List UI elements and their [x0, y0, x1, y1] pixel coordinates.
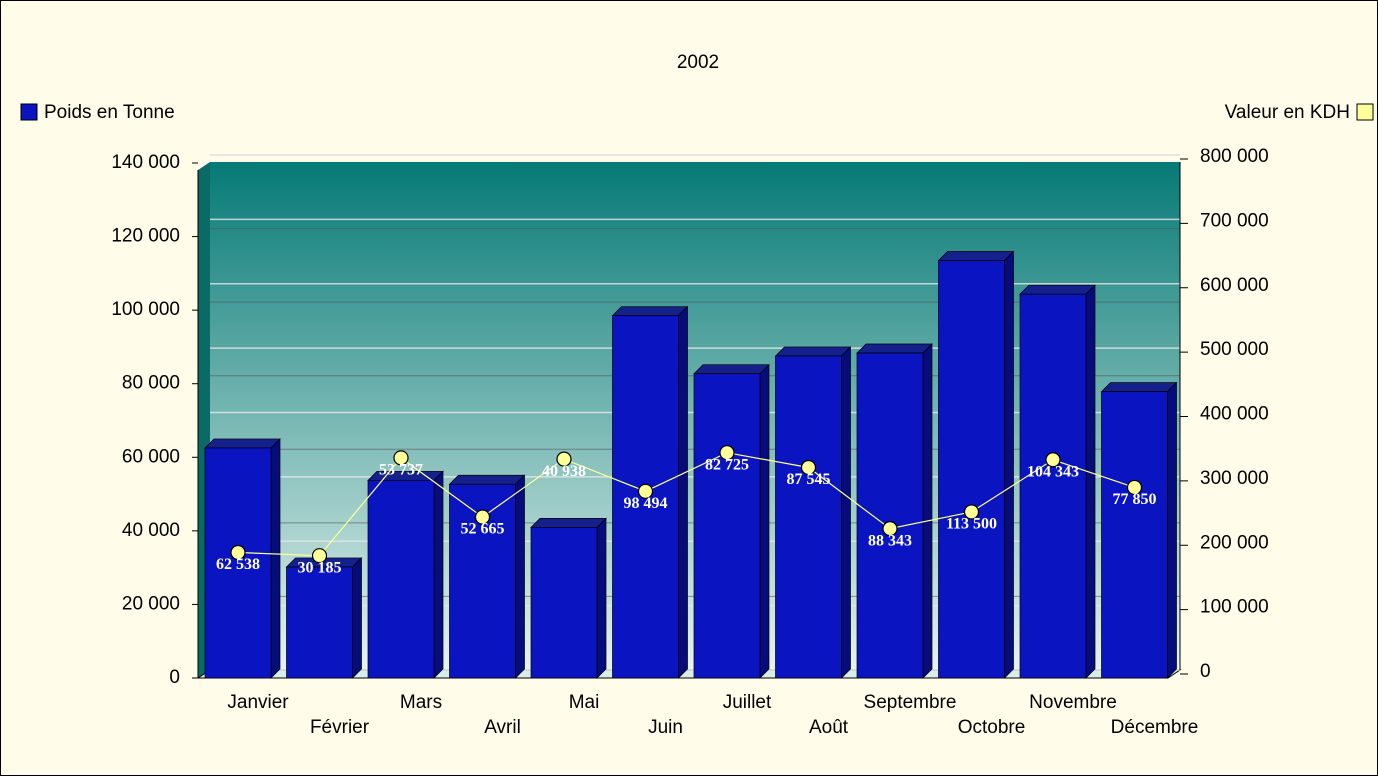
- legend-label: Valeur en KDH: [1225, 102, 1350, 123]
- y2-tick-label: 800 000: [1200, 146, 1269, 167]
- bar-side: [1085, 284, 1096, 679]
- y-tick-label: 20 000: [122, 593, 180, 614]
- y-tick-label: 60 000: [122, 446, 180, 467]
- x-tick-label: Mars: [400, 692, 442, 713]
- bar-side: [841, 346, 851, 679]
- x-tick-label: Novembre: [1029, 692, 1117, 713]
- bar-top: [1019, 284, 1096, 295]
- line-marker: [800, 459, 817, 476]
- value-label: 88 343: [868, 532, 912, 549]
- line-marker: [556, 451, 572, 467]
- line-marker: [963, 504, 980, 520]
- value-label: 104 343: [1027, 463, 1079, 480]
- bar-side: [515, 474, 525, 679]
- chart-title: 2002: [677, 52, 719, 73]
- bar: [693, 373, 761, 679]
- bar: [856, 352, 924, 679]
- line-marker: [637, 483, 654, 499]
- line-marker: [882, 521, 898, 537]
- legend-label: Poids en Tonne: [44, 102, 175, 123]
- x-tick-label: Septembre: [864, 692, 957, 713]
- bar: [1101, 391, 1168, 679]
- value-label: 40 938: [542, 463, 586, 480]
- y-tick-label: 100 000: [111, 299, 180, 320]
- bar: [530, 527, 598, 679]
- value-label: 87 545: [787, 471, 831, 488]
- bar-side: [352, 557, 362, 679]
- bar: [1019, 293, 1087, 679]
- bar-side: [922, 343, 933, 679]
- value-label: 53 737: [379, 462, 423, 479]
- y-tick-label: 140 000: [111, 152, 180, 173]
- y2-tick-label: 200 000: [1200, 532, 1269, 553]
- bar-top: [1100, 382, 1178, 392]
- line-marker: [311, 548, 328, 564]
- x-tick-label: Janvier: [227, 692, 289, 713]
- bar-top: [448, 474, 526, 485]
- bar-side: [678, 305, 688, 679]
- y2-tick-label: 700 000: [1200, 210, 1269, 231]
- x-tick-label: Décembre: [1111, 717, 1199, 738]
- x-tick-label: Mai: [569, 692, 600, 713]
- bar: [204, 447, 272, 679]
- y2-tick-label: 600 000: [1200, 275, 1269, 296]
- bar-top: [856, 343, 933, 354]
- bar: [367, 479, 435, 679]
- y2-tick-label: 500 000: [1200, 339, 1269, 360]
- y2-tick-label: 400 000: [1200, 404, 1269, 425]
- y-tick-label: 80 000: [122, 373, 180, 394]
- line-marker: [474, 509, 491, 525]
- line-marker: [719, 445, 735, 461]
- line-marker: [230, 544, 246, 561]
- bar-top: [611, 306, 689, 317]
- bar-side: [1004, 250, 1014, 679]
- y2-tick-label: 0: [1200, 661, 1211, 682]
- value-label: 62 538: [216, 556, 260, 573]
- value-label: 52 665: [461, 521, 505, 538]
- bar-top: [937, 251, 1015, 261]
- value-label: 113 500: [946, 516, 997, 533]
- bar: [286, 566, 353, 679]
- value-label: 77 850: [1113, 491, 1157, 508]
- bar-side: [270, 438, 281, 679]
- bar-side: [1167, 381, 1177, 679]
- bar: [775, 355, 842, 679]
- value-label: 82 725: [705, 456, 749, 473]
- y-tick-label: 120 000: [111, 226, 180, 247]
- x-tick-label: Avril: [484, 717, 521, 738]
- y-tick-label: 0: [169, 667, 180, 688]
- value-label: 30 185: [298, 559, 342, 576]
- line-marker: [1045, 452, 1061, 468]
- y2-tick-label: 100 000: [1200, 597, 1269, 618]
- legend-swatch: [20, 103, 38, 121]
- bar-top: [204, 438, 281, 449]
- bar-side: [759, 363, 770, 679]
- y-tick-label: 40 000: [122, 520, 180, 541]
- x-tick-label: Octobre: [958, 717, 1026, 738]
- line-marker: [393, 450, 409, 466]
- value-label: 98 494: [624, 495, 668, 512]
- bar-top: [530, 518, 607, 528]
- bar-top: [774, 346, 852, 357]
- legend-swatch: [1356, 103, 1374, 121]
- bar-side: [433, 470, 444, 679]
- y2-tick-label: 300 000: [1200, 468, 1269, 489]
- line-marker: [1126, 479, 1143, 496]
- bar: [938, 260, 1005, 679]
- x-tick-label: Juillet: [723, 692, 772, 713]
- x-tick-label: Août: [809, 717, 849, 738]
- bar-side: [596, 517, 607, 679]
- bar-top: [693, 364, 770, 375]
- x-tick-label: Février: [310, 717, 370, 738]
- line: [237, 452, 1135, 557]
- x-tick-label: Juin: [648, 717, 683, 738]
